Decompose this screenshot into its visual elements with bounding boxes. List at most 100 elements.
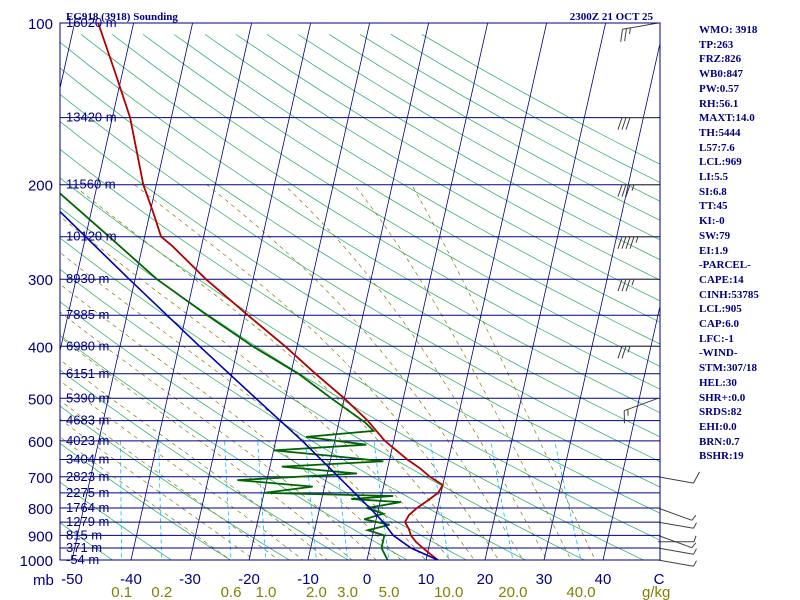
height-label: 371 m [66, 540, 102, 555]
mixing-ratio-label: 5.0 [379, 584, 400, 600]
wind-barb-flag [624, 28, 627, 42]
dry-adiabat [60, 405, 291, 560]
moist-adiabat [60, 283, 402, 560]
dry-adiabat [60, 41, 660, 414]
sounding-index: -PARCEL- [699, 259, 751, 272]
wind-barb-flag [625, 236, 631, 249]
pressure-label: 300 [28, 272, 53, 289]
wind-barb [617, 345, 658, 359]
height-label: 3404 m [66, 452, 109, 467]
wind-barb-flag [625, 184, 631, 197]
sounding-index: LFC:-1 [699, 332, 734, 345]
wind-barb [657, 471, 700, 484]
height-label: 13420 m [66, 110, 117, 125]
dry-adiabat [60, 268, 527, 560]
wind-barb-half [693, 548, 697, 555]
wind-barb [658, 535, 697, 543]
wind-barb-half [629, 27, 631, 35]
wind-barb-half [691, 514, 697, 521]
moist-adiabat [283, 184, 548, 560]
mixing-ratio-line [224, 440, 232, 560]
mixing-ratio-label: 0.2 [151, 584, 172, 600]
moist-adiabat [60, 436, 232, 560]
moist-adiabat [60, 418, 256, 560]
sounding-indices: WMO: 3918 TP:263 FRZ:826 WB0:847 PW:0.57 RH:5… [699, 23, 799, 464]
mixing-ratio-label: 0.1 [111, 584, 132, 600]
isotherm [60, 23, 134, 353]
isotherm [0, 23, 16, 560]
temperature-tick: -30 [179, 571, 201, 588]
sounding-index: TH:5444 [699, 126, 741, 139]
temperature-tick: 0 [363, 571, 371, 588]
temperature-tick: -10 [297, 571, 319, 588]
dry-adiabat [204, 34, 660, 302]
pressure-label: 200 [28, 178, 53, 195]
mixing-ratio-line [430, 440, 450, 560]
mixing-ratio-line [373, 440, 390, 560]
height-label: 8930 m [66, 271, 109, 286]
wind-barb [657, 507, 697, 521]
dry-adiabat [60, 148, 660, 514]
temperature-line [97, 23, 445, 560]
height-label: 1279 m [66, 514, 109, 529]
wind-barb [623, 397, 659, 424]
sounding-index: HEL:30 [699, 376, 737, 389]
wind-barb-flag [617, 117, 623, 130]
wind-barb-flag [617, 279, 623, 292]
isotherm [130, 23, 252, 560]
wind-barb-staff [657, 476, 694, 484]
sounding-index: EHI:0.0 [699, 420, 737, 433]
moist-adiabat [60, 311, 377, 560]
background-lines [0, 23, 660, 560]
sounding-index: SI:6.8 [699, 185, 727, 198]
pressure-label: 500 [28, 391, 53, 408]
wind-barb-half [693, 522, 697, 529]
valid-time: 2300Z 21 OCT 25 [570, 11, 654, 23]
wind-barb-flag [621, 236, 627, 249]
temperature-tick: -20 [238, 571, 260, 588]
wind-barb-staff [657, 521, 694, 529]
sounding-index: WMO: 3918 [699, 24, 758, 36]
wind-barb-flag [621, 184, 627, 197]
mixing-ratio-line [158, 440, 163, 560]
dry-adiabat [266, 34, 660, 261]
gkg-unit-label: g/kg [642, 584, 670, 600]
wind-barb-flag [621, 346, 627, 359]
pressure-label: 600 [28, 434, 53, 451]
wind-barb-half [691, 542, 697, 549]
dry-adiabat [60, 120, 660, 488]
wind-barb-flag [617, 346, 623, 359]
sounding-index: -WIND- [699, 347, 738, 360]
sounding-index: SRDS:82 [699, 406, 742, 419]
wind-barb [617, 278, 658, 292]
wind-barb [617, 184, 658, 197]
isotherm [602, 304, 660, 560]
wind-barb-staff [624, 397, 659, 412]
wind-barb-half [693, 535, 697, 542]
mixing-ratio-label: 1.0 [255, 584, 276, 600]
isotherm [543, 41, 660, 560]
pressure-label: 900 [28, 528, 53, 545]
wind-barb-half [693, 560, 697, 567]
wind-barb-flag [629, 236, 635, 249]
sounding-index: SW:79 [699, 229, 731, 242]
temperature-tick: 30 [536, 571, 553, 588]
mixing-ratio-label: 20.0 [498, 584, 527, 600]
height-label: 815 m [66, 527, 102, 542]
moist-adiabat [206, 184, 524, 560]
moist-adiabat [60, 380, 304, 560]
sounding-index: FRZ:826 [699, 53, 742, 66]
wind-barb-flag [625, 279, 631, 292]
mixing-ratio-line [490, 440, 514, 560]
wind-barb-half [631, 279, 635, 286]
height-label: 1764 m [66, 500, 109, 515]
height-label: 6151 m [66, 366, 109, 381]
wind-barb [657, 559, 697, 567]
isotherm [366, 23, 488, 560]
height-label: 5390 m [66, 390, 109, 405]
dry-adiabat [60, 442, 232, 560]
sounding-index: PW:0.57 [699, 82, 740, 95]
sounding-index: TT:45 [699, 200, 728, 213]
wind-barb-flag [620, 29, 623, 42]
